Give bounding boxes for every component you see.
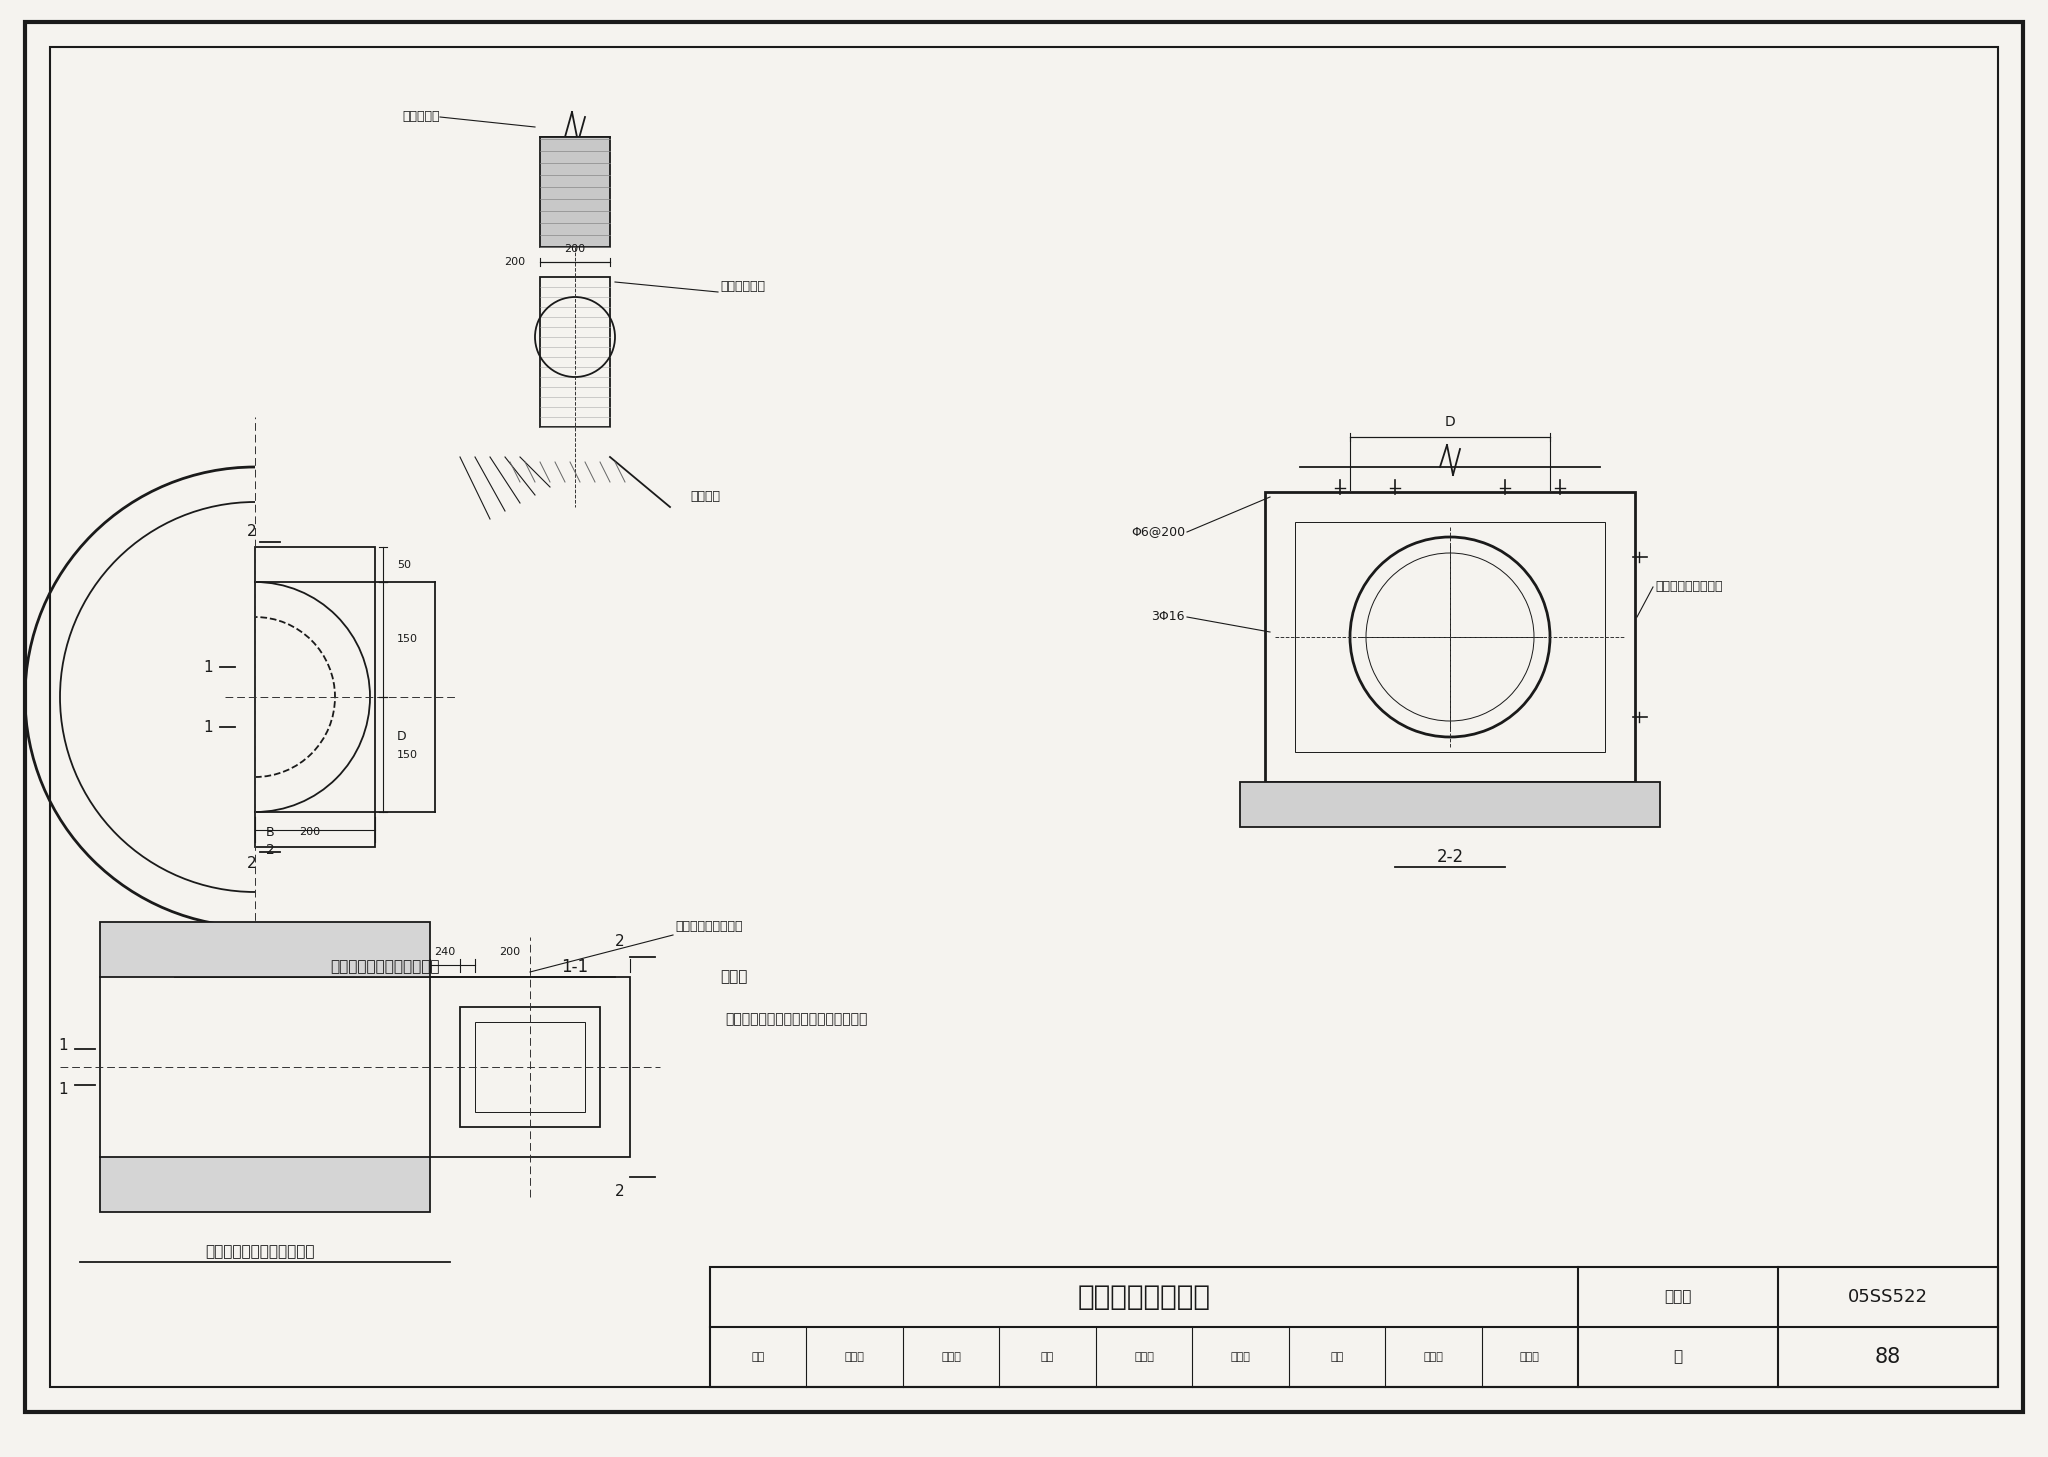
Text: 3Φ16: 3Φ16 [1151,610,1186,624]
Bar [256,546,375,847]
Text: 05SS522: 05SS522 [1847,1288,1927,1305]
Text: 200: 200 [565,243,586,254]
Text: 管道接口包封详图: 管道接口包封详图 [1077,1284,1210,1311]
Text: 2-2: 2-2 [1436,848,1464,865]
Text: 2: 2 [248,857,256,871]
Bar [100,1157,430,1212]
Text: 1: 1 [203,660,213,675]
Text: 1: 1 [57,1081,68,1097]
Text: 管道周边混凝土包封: 管道周边混凝土包封 [1655,580,1722,593]
Text: 240: 240 [434,947,455,957]
Text: 2: 2 [266,844,274,857]
Text: 50: 50 [397,559,412,570]
Text: 页: 页 [1673,1349,1683,1365]
Bar [430,978,631,1157]
Bar [541,277,610,427]
Text: 200: 200 [500,947,520,957]
Bar [475,1021,586,1112]
Text: 设计: 设计 [1331,1352,1343,1362]
Text: 2: 2 [614,1185,625,1199]
Text: 检查井井壁: 检查井井壁 [403,111,440,124]
Bar [100,922,430,978]
Bar [711,1268,1999,1387]
Text: 1-1: 1-1 [561,959,588,976]
Text: 矩形检查井管道接口平面图: 矩形检查井管道接口平面图 [205,1244,315,1259]
Bar [541,137,610,248]
Text: 1: 1 [57,1037,68,1052]
Text: 1: 1 [203,720,213,734]
Bar [1266,492,1634,782]
Text: 管道周边混凝土包封: 管道周边混凝土包封 [676,921,743,934]
Text: 圆形检查井管道接口平面图: 圆形检查井管道接口平面图 [330,960,440,975]
Text: 2: 2 [614,934,625,950]
Text: Φ6@200: Φ6@200 [1130,526,1186,539]
Text: 150: 150 [397,634,418,644]
Text: D: D [1444,415,1456,428]
Text: 校对: 校对 [1040,1352,1055,1362]
Text: B: B [266,826,274,838]
Text: 朗帅华: 朗帅华 [1231,1352,1251,1362]
Text: 图集号: 图集号 [1665,1289,1692,1304]
Text: 2: 2 [248,525,256,539]
Bar [1294,522,1606,752]
Text: 晗采叻: 晗采叻 [942,1352,961,1362]
Text: 88: 88 [1874,1348,1901,1367]
Bar [461,1007,600,1128]
Text: 200: 200 [299,828,322,836]
Text: 200: 200 [504,256,524,267]
Text: 说明：: 说明： [721,969,748,985]
Text: 审核: 审核 [752,1352,764,1362]
Text: 周国华: 周国华 [1135,1352,1153,1362]
Text: 估运争: 估运争 [1520,1352,1540,1362]
Text: 150: 150 [397,749,418,759]
Text: 管道表面打毛: 管道表面打毛 [721,281,766,293]
Text: D: D [397,730,408,743]
Text: 图中未注明尺寸详见各检查井组砌图。: 图中未注明尺寸详见各检查井组砌图。 [725,1013,868,1026]
Text: 陈宗明: 陈宗明 [844,1352,864,1362]
Bar [1239,782,1661,828]
Text: 原浆槽图: 原浆槽图 [690,491,721,504]
Text: 张莲奎: 张莲奎 [1423,1352,1444,1362]
